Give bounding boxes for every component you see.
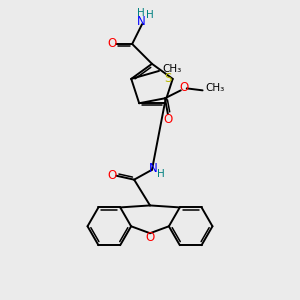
Text: O: O xyxy=(108,38,117,50)
Text: O: O xyxy=(108,169,117,182)
Text: H: H xyxy=(146,10,154,20)
Text: S: S xyxy=(164,72,171,86)
Text: N: N xyxy=(137,15,146,28)
Text: N: N xyxy=(148,162,157,175)
Text: O: O xyxy=(163,112,172,126)
Text: H: H xyxy=(137,8,145,18)
Text: CH₃: CH₃ xyxy=(206,83,225,93)
Text: CH₃: CH₃ xyxy=(162,64,181,74)
Text: O: O xyxy=(179,81,188,94)
Text: H: H xyxy=(157,169,165,179)
Text: O: O xyxy=(146,231,154,244)
